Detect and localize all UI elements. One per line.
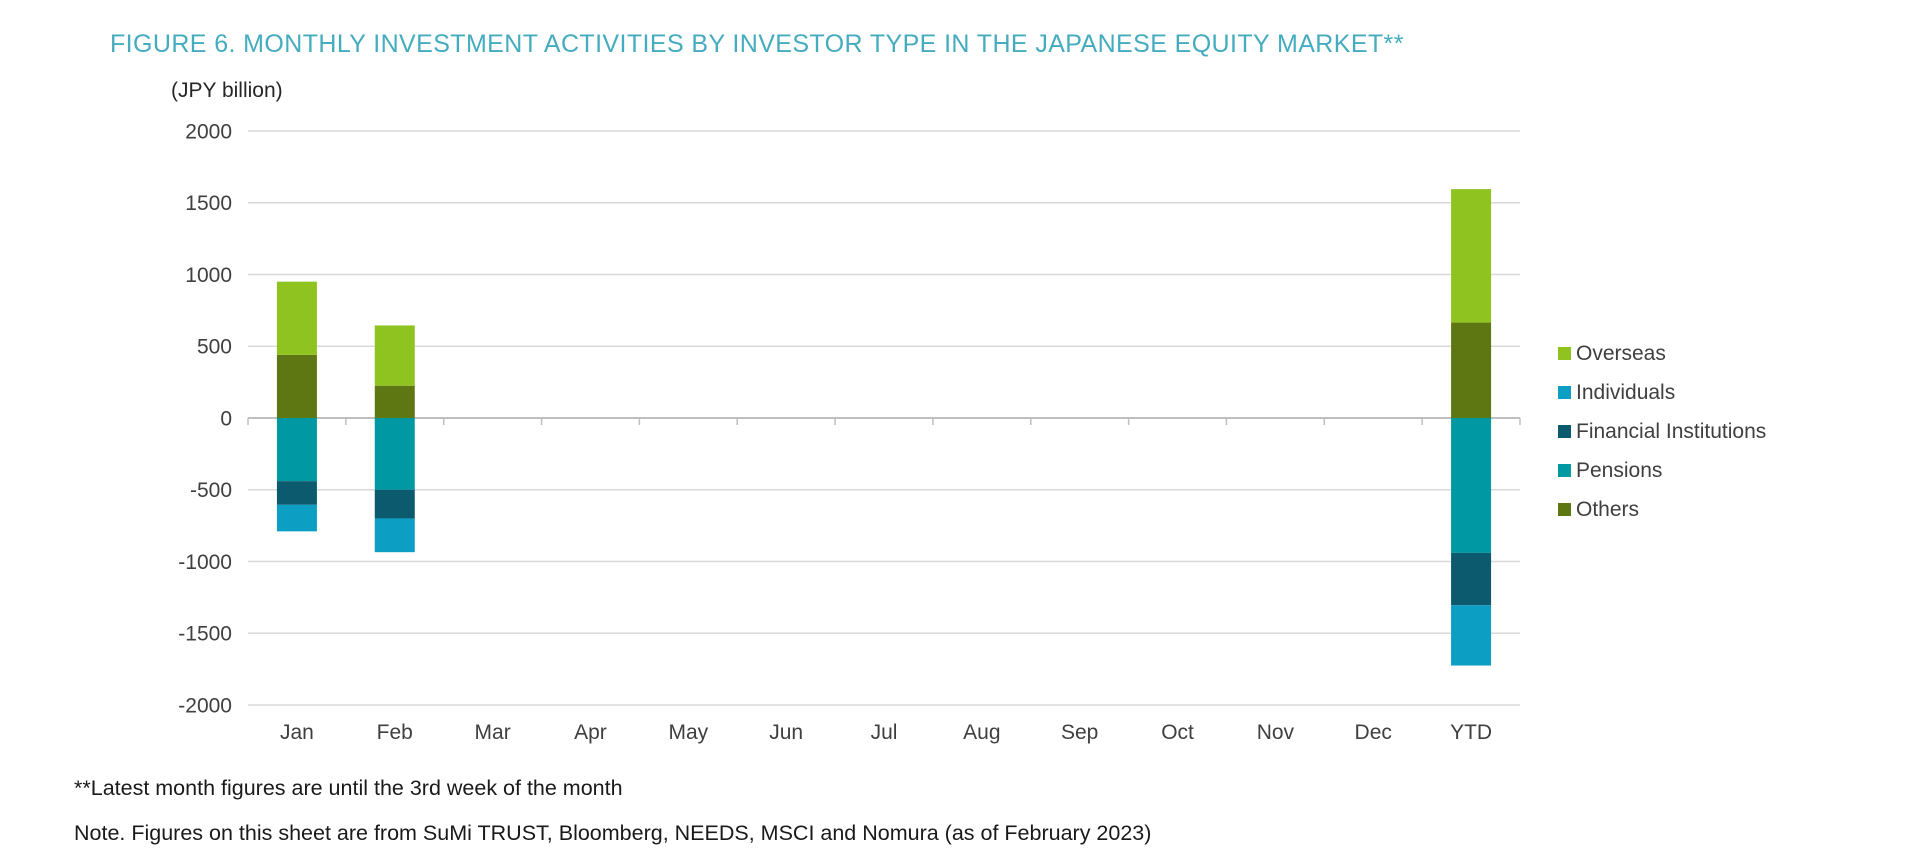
- legend-item-others: Others: [1558, 490, 1766, 529]
- bar-segment-YTD-Pensions: [1451, 418, 1492, 553]
- bar-segment-Jan-Overseas: [276, 281, 317, 355]
- legend-swatch-icon: [1558, 347, 1571, 360]
- bar-segment-Feb-Financial-Institutions: [374, 489, 415, 519]
- legend-item-overseas: Overseas: [1558, 334, 1766, 373]
- legend-label: Pensions: [1576, 458, 1663, 482]
- chart-legend: Overseas Individuals Financial Institution…: [1558, 334, 1766, 529]
- bar-segment-Feb-Individuals: [374, 518, 415, 553]
- x-axis-category-label: Dec: [1355, 721, 1392, 744]
- x-axis-category-label: Jun: [769, 721, 803, 744]
- x-axis-category-label: Nov: [1257, 721, 1295, 744]
- bar-segment-Feb-Others: [374, 385, 415, 418]
- legend-label: Others: [1576, 497, 1640, 521]
- bar-segment-Jan-Individuals: [276, 504, 317, 532]
- y-axis-tick-label: 1000: [185, 264, 232, 287]
- bar-segment-Jan-Financial-Institutions: [276, 481, 317, 505]
- x-axis-category-label: Mar: [475, 721, 511, 744]
- y-axis-tick-label: 2000: [185, 120, 232, 143]
- legend-item-financial-institutions: Financial Institutions: [1558, 412, 1766, 451]
- x-axis-category-label: Jul: [871, 721, 898, 744]
- x-axis-category-label: YTD: [1450, 721, 1492, 744]
- y-axis-tick-label: -2000: [178, 694, 232, 717]
- bar-segment-YTD-Others: [1451, 322, 1492, 418]
- legend-label: Overseas: [1576, 341, 1666, 365]
- legend-label: Financial Institutions: [1576, 419, 1767, 443]
- footnote-source: Note. Figures on this sheet are from SuM…: [74, 821, 1152, 845]
- legend-item-individuals: Individuals: [1558, 373, 1766, 412]
- legend-swatch-icon: [1558, 464, 1571, 477]
- y-axis-tick-label: -1000: [178, 551, 232, 574]
- bar-segment-YTD-Individuals: [1451, 605, 1492, 666]
- y-axis-tick-label: 0: [220, 407, 232, 430]
- x-axis-category-label: Aug: [963, 721, 1000, 744]
- x-axis-category-label: Feb: [377, 721, 413, 744]
- axis-unit-label: (JPY billion): [171, 79, 283, 102]
- bar-segment-Jan-Others: [276, 354, 317, 418]
- legend-label: Individuals: [1576, 380, 1676, 404]
- x-axis-category-label: May: [668, 721, 708, 744]
- bar-segment-Feb-Pensions: [374, 418, 415, 490]
- legend-swatch-icon: [1558, 386, 1571, 399]
- bar-segment-Jan-Pensions: [276, 418, 317, 482]
- y-axis-tick-label: -1500: [178, 623, 232, 646]
- y-axis-tick-label: 500: [197, 336, 232, 359]
- x-axis-category-label: Sep: [1061, 721, 1098, 744]
- y-axis-tick-label: -500: [190, 479, 232, 502]
- x-axis-category-label: Oct: [1161, 721, 1194, 744]
- legend-swatch-icon: [1558, 425, 1571, 438]
- legend-item-pensions: Pensions: [1558, 451, 1766, 490]
- footnote-latest-month: **Latest month figures are until the 3rd…: [74, 776, 623, 800]
- legend-swatch-icon: [1558, 503, 1571, 516]
- bar-segment-YTD-Financial-Institutions: [1451, 552, 1492, 606]
- x-axis-category-label: Jan: [280, 721, 314, 744]
- figure-title: FIGURE 6. MONTHLY INVESTMENT ACTIVITIES …: [110, 30, 1404, 58]
- y-axis-tick-label: 1500: [185, 192, 232, 215]
- bar-segment-YTD-Overseas: [1451, 189, 1492, 323]
- bar-segment-Feb-Overseas: [374, 325, 415, 386]
- x-axis-category-label: Apr: [574, 721, 607, 744]
